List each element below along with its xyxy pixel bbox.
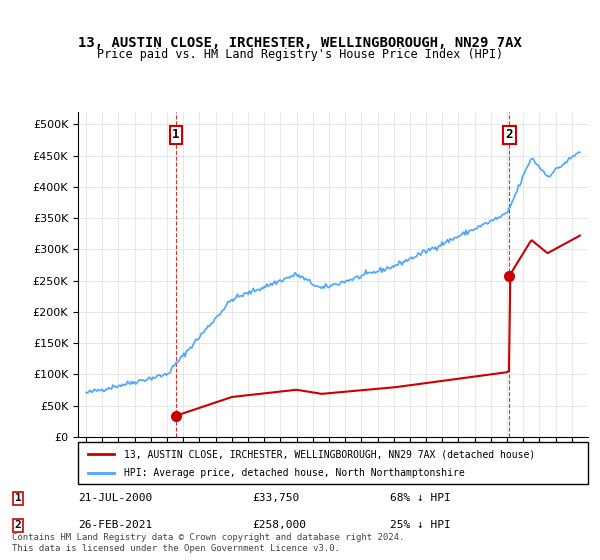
Text: 25% ↓ HPI: 25% ↓ HPI [390,520,451,530]
Text: 13, AUSTIN CLOSE, IRCHESTER, WELLINGBOROUGH, NN29 7AX (detached house): 13, AUSTIN CLOSE, IRCHESTER, WELLINGBORO… [124,449,535,459]
Text: 1: 1 [14,493,22,503]
Text: HPI: Average price, detached house, North Northamptonshire: HPI: Average price, detached house, Nort… [124,468,464,478]
Text: 26-FEB-2021: 26-FEB-2021 [78,520,152,530]
Text: £33,750: £33,750 [252,493,299,503]
Text: 2: 2 [14,520,22,530]
Text: 21-JUL-2000: 21-JUL-2000 [78,493,152,503]
Text: £258,000: £258,000 [252,520,306,530]
Text: Contains HM Land Registry data © Crown copyright and database right 2024.
This d: Contains HM Land Registry data © Crown c… [12,533,404,553]
Text: 13, AUSTIN CLOSE, IRCHESTER, WELLINGBOROUGH, NN29 7AX: 13, AUSTIN CLOSE, IRCHESTER, WELLINGBORO… [78,36,522,50]
Text: 68% ↓ HPI: 68% ↓ HPI [390,493,451,503]
FancyBboxPatch shape [78,442,588,484]
Text: 2: 2 [506,128,513,141]
Text: Price paid vs. HM Land Registry's House Price Index (HPI): Price paid vs. HM Land Registry's House … [97,48,503,60]
Text: 1: 1 [172,128,180,141]
